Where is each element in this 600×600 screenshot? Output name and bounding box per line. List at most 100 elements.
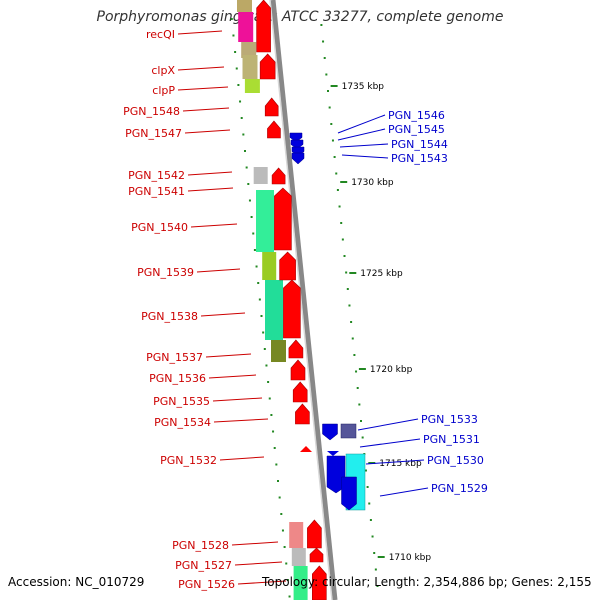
tick-dot-right	[346, 288, 349, 290]
label-leader-line	[187, 187, 234, 192]
tick-dot-right	[371, 535, 374, 538]
tick-dot-right	[373, 552, 376, 554]
forward-feature-arrow	[271, 167, 286, 185]
label-leader-line	[337, 114, 386, 134]
label-leader-line	[337, 128, 386, 141]
forward-gene-label: PGN_1535	[153, 395, 210, 408]
tick-dot-left	[273, 447, 276, 449]
label-leader-line	[379, 487, 429, 497]
label-leader-line	[219, 456, 265, 461]
tick-dot-right	[333, 156, 336, 158]
scale-label: 1735 kbp	[342, 82, 385, 92]
reverse-feature-arrow	[341, 476, 357, 511]
reverse-feature-arrow	[326, 455, 346, 494]
tick-dot-right	[356, 387, 359, 389]
tick-dot-right	[350, 321, 353, 323]
label-leader-line	[365, 459, 425, 465]
forward-gene-label: clpX	[151, 64, 175, 77]
genome-summary-text: Topology: circular; Length: 2,354,886 bp…	[262, 575, 592, 589]
reverse-gene-label: PGN_1530	[427, 454, 484, 467]
forward-gene-label: PGN_1527	[175, 559, 232, 572]
gene-block	[241, 42, 257, 58]
reverse-gene-label: PGN_1546	[388, 109, 445, 122]
tick-dot-left	[260, 315, 263, 317]
gene-block	[242, 55, 258, 79]
tick-dot-left	[277, 480, 279, 482]
tick-dot-right	[335, 172, 338, 175]
forward-feature-arrow	[311, 565, 327, 600]
tick-dot-left	[275, 463, 278, 466]
forward-feature-arrow	[300, 446, 312, 452]
label-leader-line	[357, 418, 419, 431]
tick-dot-left	[244, 150, 246, 152]
map-title: Porphyromonas gingivalis ATCC 33277, com…	[96, 9, 504, 25]
tick-dot-left	[235, 67, 238, 70]
label-leader-line	[234, 561, 283, 566]
forward-gene-label: PGN_1538	[141, 310, 198, 323]
tick-dot-right	[330, 123, 333, 125]
forward-feature-arrow	[259, 53, 276, 80]
tick-dot-right	[343, 255, 346, 257]
tick-dot-right	[345, 271, 348, 274]
forward-feature-arrow	[256, 0, 271, 53]
tick-dot-left	[240, 117, 243, 119]
forward-feature-arrow	[264, 97, 279, 117]
label-leader-line	[341, 154, 389, 159]
forward-gene-label: PGN_1548	[123, 105, 180, 118]
gene-block	[244, 79, 260, 93]
label-leader-line	[359, 438, 421, 448]
tick-dot-right	[369, 519, 372, 521]
tick-dot-left	[255, 265, 258, 268]
tick-dot-left	[232, 34, 235, 37]
reverse-gene-label: PGN_1545	[388, 123, 445, 136]
gene-block	[289, 522, 304, 548]
tick-dot-right	[328, 106, 331, 109]
forward-gene-label: PGN_1534	[154, 416, 211, 429]
tick-dot-left	[239, 100, 242, 103]
forward-gene-label: PGN_1539	[137, 266, 194, 279]
tick-dot-left	[242, 133, 245, 136]
tick-dot-right	[368, 502, 371, 505]
forward-gene-label: PGN_1541	[128, 185, 185, 198]
label-leader-line	[196, 268, 241, 273]
reverse-gene-label: PGN_1544	[391, 138, 448, 151]
reverse-gene-label: PGN_1533	[421, 413, 478, 426]
forward-feature-arrow	[283, 279, 301, 339]
backbone-line	[270, 0, 338, 600]
gene-block	[256, 190, 274, 252]
tick-dot-right	[374, 568, 377, 571]
tick-dot-left	[237, 84, 240, 86]
scale-label: 1730 kbp	[351, 178, 394, 188]
tick-dot-right	[355, 370, 358, 373]
forward-gene-label: recQI	[146, 28, 175, 41]
forward-gene-label: PGN_1528	[172, 539, 229, 552]
tick-dot-right	[358, 403, 361, 406]
forward-feature-arrow	[295, 403, 310, 425]
label-leader-line	[177, 66, 225, 71]
tick-dot-right	[323, 57, 326, 59]
label-leader-line	[190, 223, 238, 228]
gene-block	[265, 280, 283, 340]
tick-dot-left	[248, 199, 251, 202]
reverse-gene-label: PGN_1543	[391, 152, 448, 165]
tick-dot-left	[285, 562, 288, 565]
tick-dot-right	[361, 436, 364, 439]
tick-dot-left	[250, 216, 253, 218]
forward-gene-label: PGN_1537	[146, 351, 203, 364]
reverse-feature-arrow	[291, 152, 305, 165]
tick-dot-right	[364, 469, 367, 472]
forward-feature-arrow	[290, 359, 306, 381]
tick-dot-right	[325, 73, 328, 76]
forward-gene-label: PGN_1540	[131, 221, 188, 234]
gene-block	[262, 252, 277, 280]
reverse-gene-label: PGN_1529	[431, 482, 488, 495]
gene-block	[253, 167, 268, 184]
label-leader-line	[177, 30, 223, 35]
label-leader-line	[213, 418, 269, 423]
forward-gene-label: PGN_1532	[160, 454, 217, 467]
label-leader-line	[208, 374, 257, 379]
tick-dot-right	[348, 304, 351, 307]
tick-dot-right	[322, 40, 325, 43]
